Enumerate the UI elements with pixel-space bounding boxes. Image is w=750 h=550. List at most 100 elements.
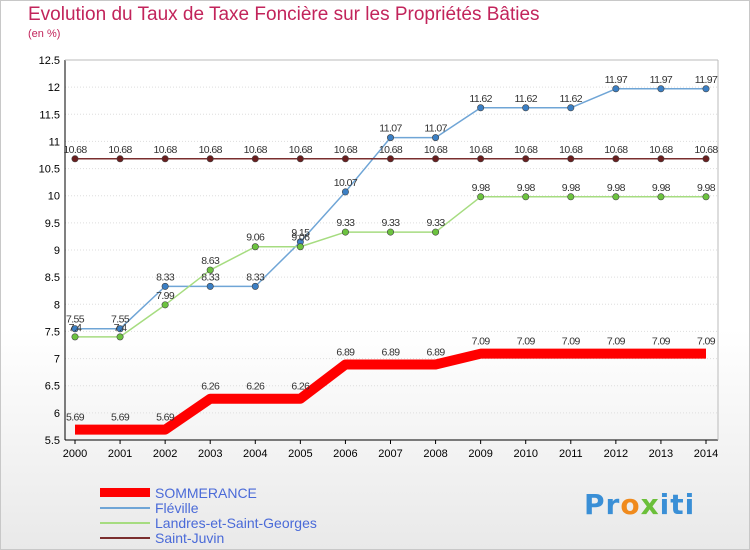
- data-label: 11.62: [560, 93, 583, 105]
- x-tick-label: 2001: [108, 448, 132, 460]
- data-point: [341, 188, 349, 196]
- y-tick-label: 12: [48, 82, 60, 94]
- data-label: 10.68: [289, 144, 313, 156]
- x-tick-label: 2009: [468, 448, 492, 460]
- data-label: 7.09: [562, 336, 581, 348]
- data-label: 9.33: [427, 217, 446, 229]
- data-point: [657, 85, 665, 93]
- x-tick-label: 2003: [198, 448, 222, 460]
- y-tick-label: 7.5: [45, 326, 60, 338]
- data-label: 6.89: [427, 347, 446, 359]
- x-tick-label: 2004: [243, 448, 267, 460]
- data-label: 11.07: [424, 123, 447, 135]
- x-tick-label: 2005: [288, 448, 312, 460]
- y-tick-label: 6: [54, 408, 60, 420]
- legend-swatch: [100, 536, 150, 539]
- data-label: 5.69: [156, 412, 175, 424]
- data-label: 10.68: [649, 144, 673, 156]
- data-point: [296, 243, 304, 251]
- data-label: 10.68: [108, 144, 132, 156]
- data-point: [251, 282, 259, 290]
- y-tick-label: 12.5: [39, 55, 60, 67]
- x-tick-label: 2012: [604, 448, 628, 460]
- data-label: 7.99: [156, 290, 175, 302]
- data-label: 9.15: [291, 227, 310, 239]
- data-label: 10.68: [63, 144, 87, 156]
- data-label: 10.68: [244, 144, 268, 156]
- data-point: [657, 193, 665, 201]
- data-point: [432, 134, 440, 142]
- x-tick-label: 2000: [63, 448, 87, 460]
- data-point: [567, 104, 575, 112]
- data-point: [296, 155, 304, 163]
- y-tick-label: 8.5: [45, 272, 60, 284]
- data-label: 10.68: [379, 144, 403, 156]
- data-label: 7.09: [517, 336, 536, 348]
- data-label: 10.68: [559, 144, 583, 156]
- data-point: [161, 155, 169, 163]
- data-point: [116, 325, 124, 333]
- data-point: [386, 134, 394, 142]
- data-label: 5.69: [111, 412, 130, 424]
- data-label: 8.63: [201, 255, 220, 267]
- data-label: 9.98: [652, 182, 671, 194]
- y-tick-label: 8: [54, 299, 60, 311]
- legend-item-sommerance[interactable]: SOMMERANCE: [100, 484, 257, 501]
- data-label: 9.98: [562, 182, 581, 194]
- series-line-sommerance: [75, 348, 706, 435]
- legend-item-fleville[interactable]: Fléville: [100, 500, 199, 516]
- data-label: 9.33: [336, 217, 355, 229]
- data-label: 9.06: [246, 232, 265, 244]
- data-point: [612, 193, 620, 201]
- data-point: [702, 155, 710, 163]
- chart-title: Evolution du Taux de Taxe Foncière sur l…: [28, 4, 540, 25]
- data-point: [251, 243, 259, 251]
- data-label: 11.62: [514, 93, 537, 105]
- data-label: 10.07: [334, 177, 358, 189]
- x-tick-label: 2007: [378, 448, 402, 460]
- data-label: 11.97: [605, 74, 628, 86]
- legend-label: SOMMERANCE: [155, 484, 257, 501]
- data-point: [341, 155, 349, 163]
- data-point: [612, 155, 620, 163]
- data-label: 8.33: [246, 271, 265, 283]
- data-point: [477, 104, 485, 112]
- y-tick-label: 7: [54, 354, 60, 366]
- data-point: [702, 85, 710, 93]
- x-tick-label: 2002: [153, 448, 177, 460]
- data-label: 10.68: [334, 144, 358, 156]
- legend-swatch: [100, 521, 150, 524]
- data-label: 8.33: [156, 271, 175, 283]
- data-label: 9.98: [607, 182, 626, 194]
- data-point: [477, 155, 485, 163]
- data-label: 11.97: [695, 74, 718, 86]
- data-label: 9.98: [472, 182, 491, 194]
- data-point: [522, 193, 530, 201]
- data-label: 10.68: [694, 144, 718, 156]
- x-tick-label: 2014: [694, 448, 718, 460]
- data-label: 9.33: [381, 217, 400, 229]
- legend-item-saint-juvin[interactable]: Saint-Juvin: [100, 529, 225, 546]
- data-label: 7.09: [697, 336, 716, 348]
- data-label: 7.09: [472, 336, 491, 348]
- proxiti-logo: Proxiti: [584, 488, 696, 521]
- data-label: 9.06: [291, 232, 310, 244]
- y-tick-label: 11: [49, 136, 60, 148]
- legend-item-landres[interactable]: Landres-et-Saint-Georges: [100, 514, 317, 531]
- legend-label: Saint-Juvin: [155, 529, 225, 546]
- legend-swatch: [100, 506, 150, 509]
- data-label: 10.68: [199, 144, 223, 156]
- data-point: [161, 282, 169, 290]
- data-label: 10.68: [154, 144, 178, 156]
- data-point: [567, 155, 575, 163]
- y-tick-label: 9.5: [45, 218, 60, 230]
- data-point: [522, 155, 530, 163]
- line-chart: 5.5 6 6.5 7 7.5 8 8.5 9 9.5 10 10.5 11 11.5 12 12.5 200…: [39, 55, 719, 460]
- data-label: 7.4: [114, 322, 128, 334]
- x-tick-label: 2006: [333, 448, 357, 460]
- legend-label: Landres-et-Saint-Georges: [155, 514, 317, 531]
- data-label: 11.97: [650, 74, 673, 86]
- data-label: 6.26: [201, 381, 220, 393]
- data-label: 9.98: [517, 182, 536, 194]
